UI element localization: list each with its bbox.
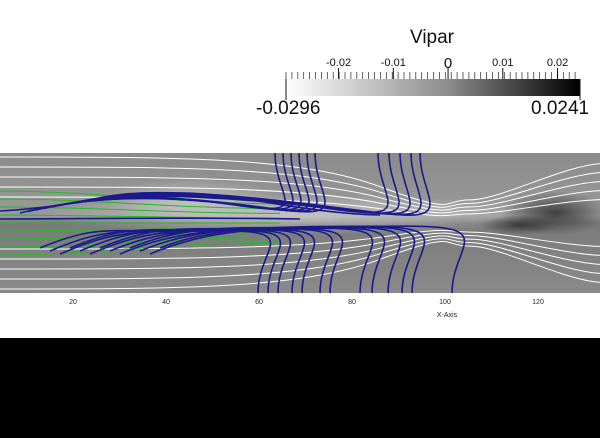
x-axis-tick-label: 80 <box>348 299 356 306</box>
colorbar-minor-ticks <box>285 68 581 100</box>
x-axis-title: X-Axis <box>436 312 458 319</box>
white-streamline <box>0 156 600 205</box>
blue-streamline <box>0 192 381 216</box>
colorbar-max-label: 0.0241 <box>531 98 590 119</box>
x-axis-tick-label: 20 <box>69 299 77 306</box>
white-streamline <box>0 238 600 280</box>
colorbar-min-label: -0.0296 <box>256 98 321 119</box>
blue-streamline <box>0 217 301 220</box>
x-axis-tick-label: 120 <box>532 299 544 306</box>
white-streamline <box>0 186 600 214</box>
colorbar-title-text: Vipar <box>410 27 455 48</box>
field-panel[interactable] <box>0 153 600 293</box>
blue-streamlines <box>0 153 466 293</box>
white-streamline <box>0 166 600 208</box>
colorbar-gradient <box>286 79 580 96</box>
x-axis-tick-label: 40 <box>162 299 170 306</box>
white-streamline <box>0 229 600 250</box>
blue-streamline <box>159 225 466 293</box>
x-axis-tick-label: 60 <box>255 299 263 306</box>
field-dark-streak <box>480 215 560 235</box>
colorbar-tick-label: -0.01 <box>380 57 406 69</box>
green-streamline <box>0 241 281 256</box>
colorbar-tick-label: 0 <box>443 55 453 72</box>
white-streamline <box>0 241 600 290</box>
colorbar-tick-label: 0.02 <box>546 57 569 69</box>
x-axis-tick-label: 100 <box>439 299 451 306</box>
green-streamline <box>0 198 281 210</box>
colorbar-tick-label: 0.01 <box>492 57 514 69</box>
colorbar-tick-label: -0.02 <box>326 57 352 69</box>
white-streamline <box>0 235 600 270</box>
white-streamline <box>0 176 600 211</box>
colorbar-graphic <box>285 68 581 100</box>
bottom-black-band <box>0 338 600 438</box>
